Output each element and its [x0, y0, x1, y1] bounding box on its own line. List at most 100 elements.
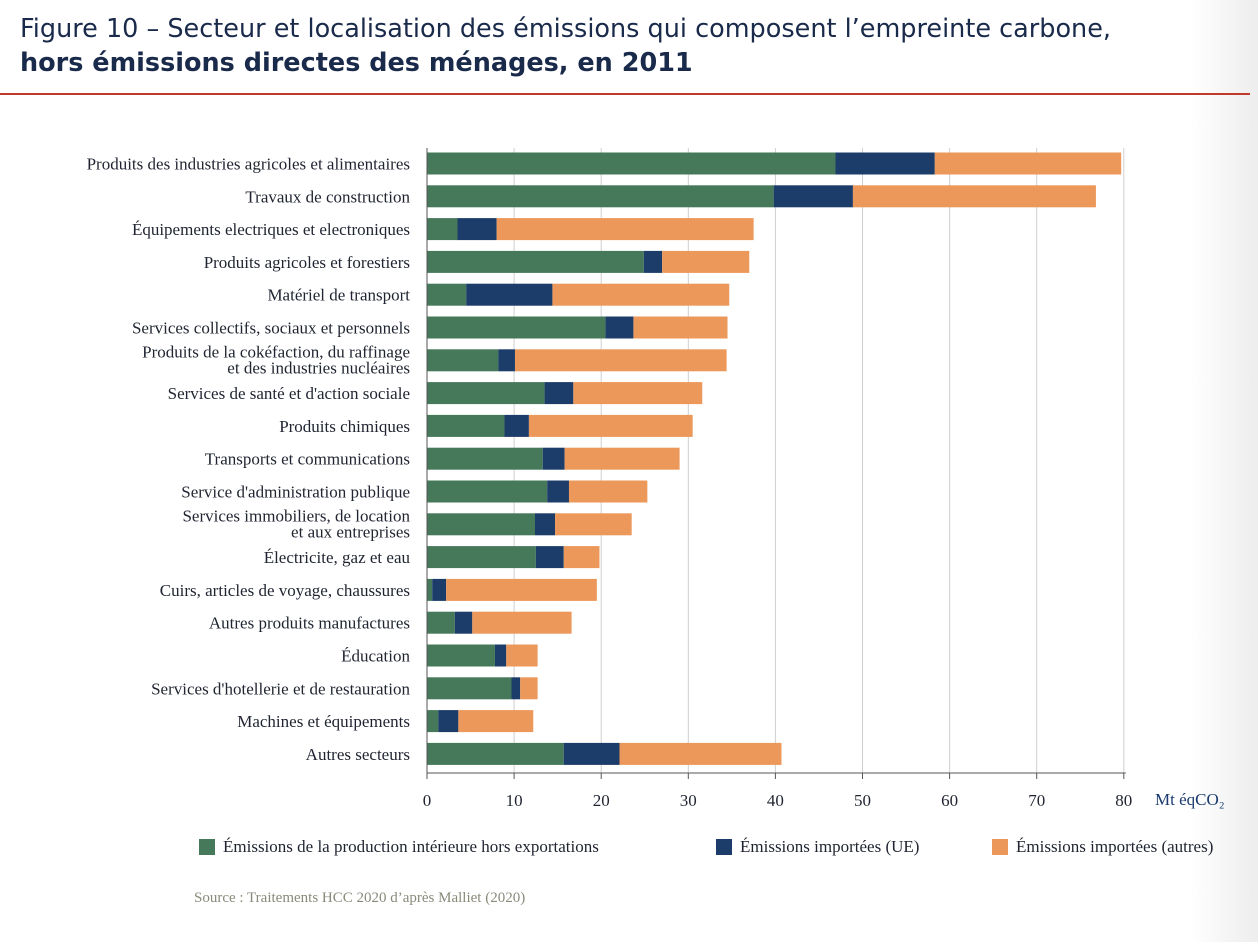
category-label: Services collectifs, sociaux et personne… — [132, 319, 410, 338]
category-label: Services immobiliers, de location — [182, 506, 410, 525]
legend-swatch-imported-eu — [716, 839, 732, 855]
category-label: Services de santé et d'action sociale — [168, 384, 410, 403]
bar-segment — [852, 185, 1096, 208]
legend-swatch-imported-other — [992, 839, 1008, 855]
bar-segment — [643, 250, 663, 273]
bar-segment — [427, 513, 536, 536]
bars — [427, 152, 1122, 765]
legend-label-imported-eu: Émissions importées (UE) — [740, 837, 920, 856]
bar-segment — [472, 611, 572, 634]
category-label: Produits agricoles et forestiers — [204, 253, 410, 272]
x-axis: 0 10 20 30 40 50 60 70 80 Mt éqCO₂ — [423, 148, 1225, 810]
category-label: Produits des industries agricoles et ali… — [87, 155, 410, 174]
bar-segment — [427, 218, 458, 241]
bar-segment — [514, 349, 727, 372]
bar-segment — [542, 447, 565, 470]
figure-title-line1: Figure 10 – Secteur et localisation des … — [20, 14, 1112, 44]
category-label: Autres produits manufactures — [209, 614, 410, 633]
x-tick-label: 20 — [593, 791, 610, 810]
bar-segment — [563, 742, 620, 765]
bar-segment — [427, 742, 564, 765]
bar-segment — [427, 480, 548, 503]
bar-segment — [457, 218, 497, 241]
bar-segment — [466, 283, 553, 306]
bar-segment — [427, 578, 433, 601]
bar-segment — [427, 447, 543, 470]
bar-segment — [544, 382, 574, 405]
legend-label-imported-other: Émissions importées (autres) — [1016, 837, 1214, 856]
bar-segment — [427, 283, 467, 306]
bar-segment — [504, 414, 529, 437]
bar-segment — [520, 677, 538, 700]
bar-segment — [555, 513, 632, 536]
bar-segment — [633, 316, 728, 339]
bar-segment — [458, 710, 534, 733]
x-tick-label: 70 — [1028, 791, 1045, 810]
bar-segment — [427, 546, 536, 569]
x-tick-label: 0 — [423, 791, 432, 810]
stacked-bar-chart: Produits des industries agricoles et ali… — [87, 148, 1225, 810]
category-label: Matériel de transport — [267, 286, 410, 305]
bar-segment — [619, 742, 782, 765]
category-label: Cuirs, articles de voyage, chaussures — [160, 581, 410, 600]
page-edge-shadow — [1190, 0, 1258, 942]
bar-segment — [432, 578, 447, 601]
bar-segment — [427, 316, 606, 339]
legend: Émissions de la production intérieure ho… — [199, 837, 1249, 863]
category-label: Produits de la cokéfaction, du raffinage — [142, 342, 410, 361]
category-label: Travaux de construction — [245, 187, 410, 206]
bar-segment — [427, 414, 505, 437]
x-tick-label: 50 — [854, 791, 871, 810]
bar-segment — [835, 152, 935, 175]
category-label: Équipements electriques et electroniques — [132, 220, 410, 239]
bar-segment — [568, 480, 648, 503]
bar-segment — [506, 644, 538, 667]
bar-segment — [535, 546, 564, 569]
bar-segment — [427, 152, 836, 175]
bar-segment — [773, 185, 853, 208]
category-label: Services d'hotellerie et de restauration — [151, 679, 410, 698]
x-tick-label: 10 — [506, 791, 523, 810]
bar-segment — [446, 578, 597, 601]
bar-segment — [427, 382, 545, 405]
category-label: Transports et communications — [205, 450, 410, 469]
x-tick-label: 80 — [1115, 791, 1132, 810]
category-label: Électricite, gaz et eau — [264, 548, 411, 567]
title-divider — [0, 93, 1250, 95]
legend-item-domestic: Émissions de la production intérieure ho… — [199, 837, 599, 857]
bar-segment — [563, 546, 600, 569]
bar-segment — [427, 349, 499, 372]
bar-segment — [454, 611, 473, 634]
category-label: Autres secteurs — [306, 745, 410, 764]
bar-segment — [552, 283, 730, 306]
bar-segment — [511, 677, 521, 700]
bar-segment — [427, 185, 774, 208]
bar-segment — [427, 611, 455, 634]
bar-segment — [496, 218, 754, 241]
bar-segment — [662, 250, 750, 273]
bar-segment — [528, 414, 693, 437]
bar-segment — [427, 710, 439, 733]
bar-segment — [494, 644, 507, 667]
bar-segment — [535, 513, 556, 536]
legend-item-imported-eu: Émissions importées (UE) — [716, 837, 919, 857]
bar-segment — [605, 316, 634, 339]
category-label: Machines et équipements — [237, 712, 410, 731]
bar-segment — [498, 349, 515, 372]
figure-title-line2: hors émissions directes des ménages, en … — [20, 48, 693, 78]
figure-title: Figure 10 – Secteur et localisation des … — [20, 12, 1240, 80]
bar-segment — [427, 250, 644, 273]
x-tick-label: 30 — [680, 791, 697, 810]
x-axis-unit: Mt éqCO₂ — [1155, 790, 1225, 809]
legend-label-domestic: Émissions de la production intérieure ho… — [223, 837, 599, 856]
legend-swatch-domestic — [199, 839, 215, 855]
category-label: et des industries nucléaires — [227, 358, 410, 377]
category-labels: Produits des industries agricoles et ali… — [87, 155, 411, 764]
category-label: et aux entreprises — [291, 522, 410, 541]
bar-segment — [934, 152, 1122, 175]
bar-segment — [427, 677, 512, 700]
category-label: Éducation — [341, 647, 410, 666]
legend-item-imported-other: Émissions importées (autres) — [992, 837, 1213, 857]
x-tick-label: 60 — [941, 791, 958, 810]
bar-segment — [427, 644, 495, 667]
